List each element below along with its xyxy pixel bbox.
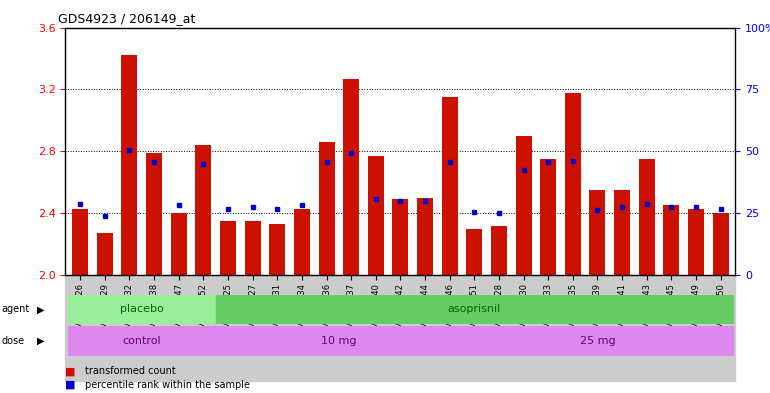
- Bar: [171, 213, 187, 275]
- Bar: [270, 224, 285, 275]
- Bar: [712, 213, 728, 275]
- Bar: [688, 209, 704, 275]
- Bar: [565, 92, 581, 275]
- Text: percentile rank within the sample: percentile rank within the sample: [85, 380, 249, 390]
- Text: control: control: [122, 336, 161, 346]
- Bar: [216, 326, 462, 356]
- Bar: [491, 226, 507, 275]
- Bar: [245, 221, 260, 275]
- Text: dose: dose: [2, 336, 25, 346]
- Bar: [589, 190, 605, 275]
- Bar: [614, 190, 630, 275]
- Text: transformed count: transformed count: [85, 366, 176, 376]
- Bar: [541, 159, 556, 275]
- Text: 10 mg: 10 mg: [321, 336, 357, 346]
- Text: agent: agent: [2, 305, 30, 314]
- Bar: [146, 153, 162, 275]
- Text: ▶: ▶: [37, 336, 45, 346]
- Bar: [294, 209, 310, 275]
- Bar: [417, 198, 433, 275]
- Bar: [97, 233, 113, 275]
- Bar: [368, 156, 383, 275]
- Text: placebo: placebo: [120, 305, 164, 314]
- Bar: [467, 229, 482, 275]
- Bar: [216, 295, 733, 324]
- Bar: [663, 206, 679, 275]
- Text: 25 mg: 25 mg: [580, 336, 615, 346]
- Text: ■: ■: [65, 380, 76, 390]
- Bar: [638, 159, 654, 275]
- Bar: [72, 209, 89, 275]
- Bar: [220, 221, 236, 275]
- Bar: [68, 326, 216, 356]
- Bar: [319, 142, 334, 275]
- Bar: [462, 326, 733, 356]
- Text: GDS4923 / 206149_at: GDS4923 / 206149_at: [58, 12, 195, 25]
- Text: asoprisnil: asoprisnil: [447, 305, 501, 314]
- Text: ■: ■: [65, 366, 76, 376]
- Bar: [68, 295, 216, 324]
- Bar: [516, 136, 531, 275]
- Bar: [442, 97, 457, 275]
- Bar: [343, 79, 359, 275]
- Text: ▶: ▶: [37, 305, 45, 314]
- Bar: [122, 55, 138, 275]
- Bar: [393, 199, 408, 275]
- Bar: [196, 145, 212, 275]
